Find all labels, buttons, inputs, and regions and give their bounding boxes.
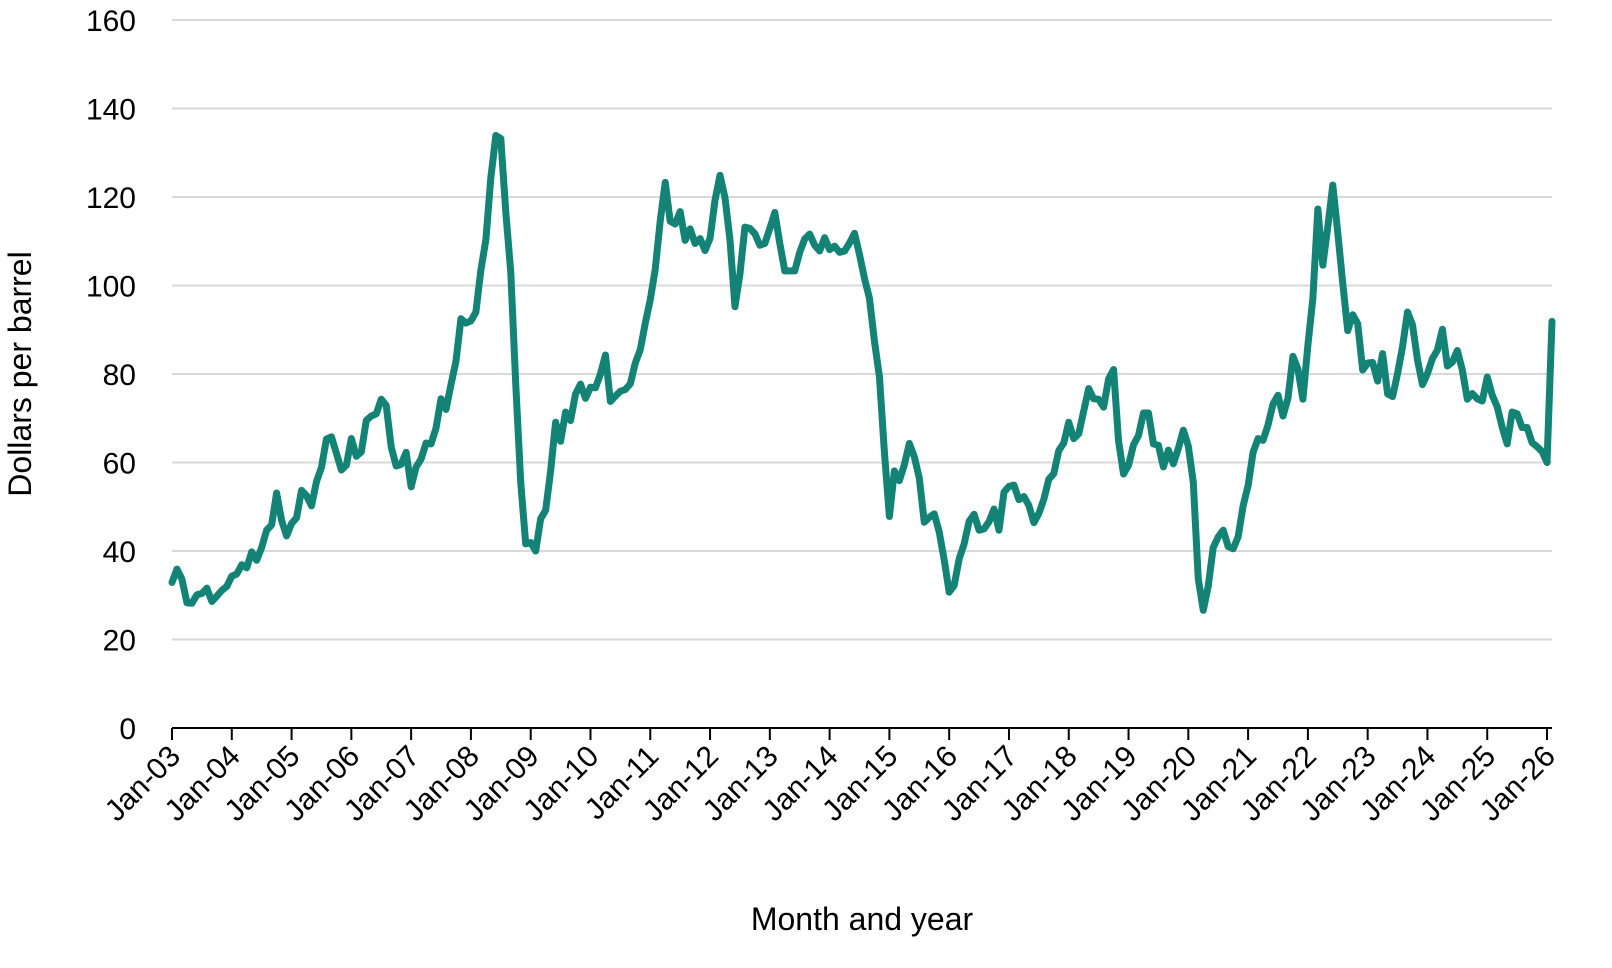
y-tick-label: 120 bbox=[86, 182, 136, 215]
y-axis-title: Dollars per barrel bbox=[2, 251, 38, 496]
series-line bbox=[168, 131, 1556, 614]
y-tick-label: 0 bbox=[119, 713, 136, 746]
y-tick-label: 40 bbox=[103, 536, 136, 569]
y-tick-label: 160 bbox=[86, 5, 136, 38]
y-tick-label: 140 bbox=[86, 94, 136, 127]
series-layer bbox=[168, 131, 1556, 614]
y-tick-label: 80 bbox=[103, 359, 136, 392]
y-axis-tick-labels: 0 20 40 60 80 100 120 140 160 bbox=[86, 5, 136, 746]
x-axis-title: Month and year bbox=[751, 901, 974, 937]
x-axis-ticks: Jan-03Jan-04Jan-05Jan-06Jan-07Jan-08Jan-… bbox=[99, 728, 1562, 828]
y-tick-label: 100 bbox=[86, 271, 136, 304]
y-tick-label: 20 bbox=[103, 625, 136, 658]
y-tick-label: 60 bbox=[103, 448, 136, 481]
